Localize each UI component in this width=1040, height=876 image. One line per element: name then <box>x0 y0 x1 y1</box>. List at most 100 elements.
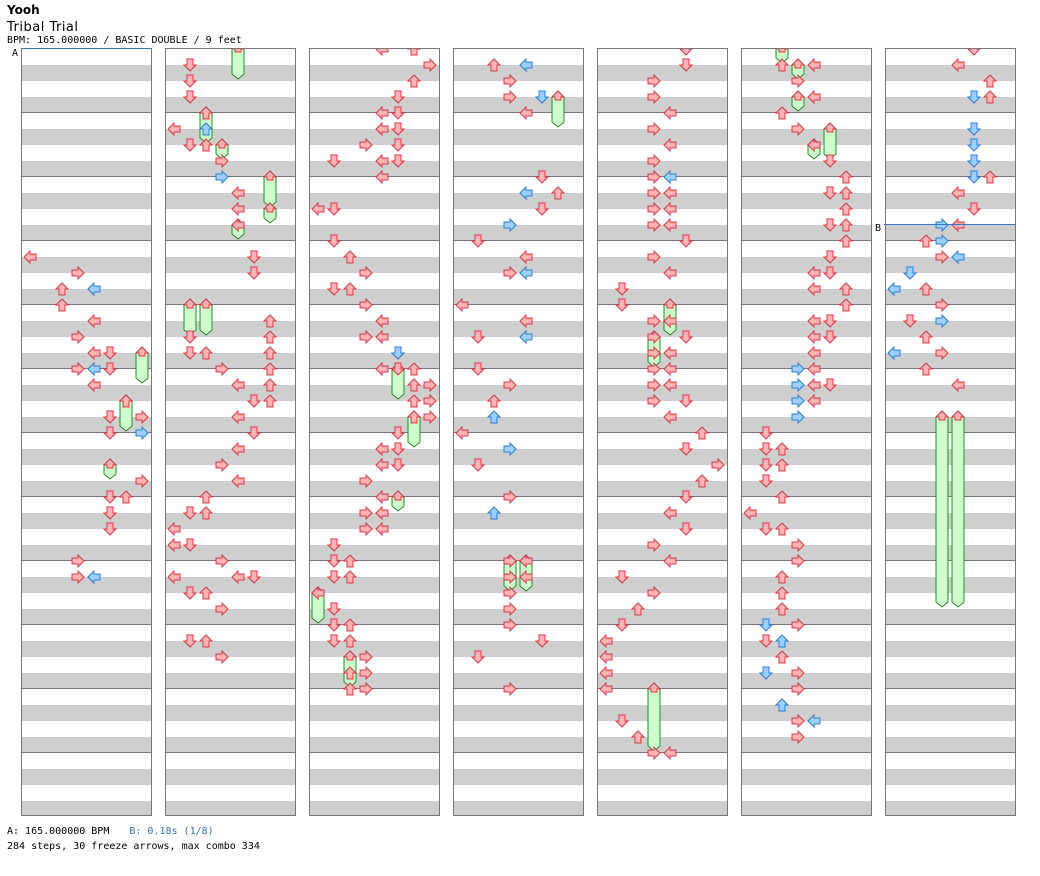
arrow-right-icon <box>791 682 805 696</box>
beat-stripe <box>742 449 871 465</box>
beat-stripe <box>742 737 871 753</box>
arrow-down-icon <box>967 154 981 168</box>
measure-line <box>310 688 439 689</box>
measure-line <box>886 752 1015 753</box>
measure-line <box>22 432 151 433</box>
chart-column <box>741 48 872 816</box>
arrow-left-icon <box>519 250 533 264</box>
arrow-left-icon <box>231 218 245 232</box>
beat-stripe <box>166 705 295 721</box>
measure-line <box>166 304 295 305</box>
beat-stripe <box>742 417 871 433</box>
beat-stripe <box>454 609 583 625</box>
beat-stripe <box>22 289 151 305</box>
arrow-down-icon <box>103 490 117 504</box>
beat-stripe <box>742 641 871 657</box>
beat-stripe <box>166 65 295 81</box>
arrow-up-icon <box>343 666 357 680</box>
arrow-right-icon <box>791 410 805 424</box>
measure-line <box>742 368 871 369</box>
arrow-up-icon <box>551 186 565 200</box>
beat-stripe <box>454 193 583 209</box>
arrow-up-icon <box>983 90 997 104</box>
beat-stripe <box>454 97 583 113</box>
arrow-up-icon <box>983 74 997 88</box>
arrow-left-icon <box>807 714 821 728</box>
arrow-down-icon <box>327 202 341 216</box>
arrow-left-icon <box>311 202 325 216</box>
beat-stripe <box>166 577 295 593</box>
arrow-down-icon <box>391 442 405 456</box>
beat-stripe <box>166 481 295 497</box>
arrow-left-icon <box>599 666 613 680</box>
arrow-down-icon <box>391 138 405 152</box>
arrow-right-icon <box>791 538 805 552</box>
arrow-up-icon <box>199 586 213 600</box>
arrow-right-icon <box>647 122 661 136</box>
arrow-left-icon <box>23 250 37 264</box>
beat-stripe <box>454 641 583 657</box>
arrow-right-icon <box>503 74 517 88</box>
bpm-change-line <box>21 48 152 49</box>
measure-line <box>166 496 295 497</box>
beat-stripe <box>598 97 727 113</box>
arrow-up-icon <box>55 298 69 312</box>
measure-line <box>886 240 1015 241</box>
beat-stripe <box>166 769 295 785</box>
arrow-right-icon <box>647 746 661 760</box>
arrow-down-icon <box>759 458 773 472</box>
beat-stripe <box>454 513 583 529</box>
arrow-up-icon <box>343 282 357 296</box>
arrow-down-icon <box>471 330 485 344</box>
arrow-left-icon <box>663 202 677 216</box>
arrow-left-icon <box>87 378 101 392</box>
arrow-down-icon <box>823 314 837 328</box>
arrow-left-icon <box>375 154 389 168</box>
beat-stripe <box>22 705 151 721</box>
beat-stripe <box>310 129 439 145</box>
arrow-right-icon <box>647 330 661 344</box>
arrow-right-icon <box>791 378 805 392</box>
arrow-right-icon <box>647 362 661 376</box>
beat-stripe <box>742 609 871 625</box>
beat-stripe <box>22 577 151 593</box>
arrow-down-icon <box>103 506 117 520</box>
beat-stripe <box>310 513 439 529</box>
freeze-arrow-icon <box>551 90 565 128</box>
beat-stripe <box>310 737 439 753</box>
arrow-right-icon <box>791 714 805 728</box>
arrow-left-icon <box>87 282 101 296</box>
arrow-right-icon <box>647 378 661 392</box>
beat-stripe <box>166 385 295 401</box>
beat-stripe <box>22 417 151 433</box>
beat-stripe <box>454 289 583 305</box>
beat-stripe <box>886 193 1015 209</box>
arrow-down-icon <box>967 90 981 104</box>
arrow-left-icon <box>519 570 533 584</box>
beat-stripe <box>22 449 151 465</box>
measure-line <box>454 688 583 689</box>
arrow-left-icon <box>663 378 677 392</box>
arrow-right-icon <box>711 458 725 472</box>
beat-stripe <box>886 321 1015 337</box>
arrow-down-icon <box>391 426 405 440</box>
arrow-up-icon <box>919 330 933 344</box>
arrow-right-icon <box>647 586 661 600</box>
beat-stripe <box>454 225 583 241</box>
measure-line <box>310 752 439 753</box>
arrow-down-icon <box>471 650 485 664</box>
arrow-right-icon <box>503 602 517 616</box>
beat-stripe <box>742 289 871 305</box>
arrow-up-icon <box>407 378 421 392</box>
arrow-up-icon <box>263 346 277 360</box>
arrow-left-icon <box>599 650 613 664</box>
beat-stripe <box>166 321 295 337</box>
beat-stripe <box>166 289 295 305</box>
arrow-left-icon <box>375 314 389 328</box>
arrow-right-icon <box>791 554 805 568</box>
beat-stripe <box>598 129 727 145</box>
arrow-right-icon <box>647 346 661 360</box>
beat-stripe <box>886 641 1015 657</box>
arrow-down-icon <box>615 714 629 728</box>
measure-line <box>22 304 151 305</box>
